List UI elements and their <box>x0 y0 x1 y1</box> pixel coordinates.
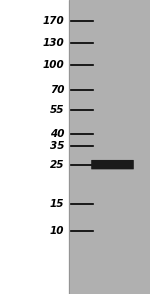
Text: 10: 10 <box>50 226 64 236</box>
Text: 130: 130 <box>43 38 64 48</box>
FancyBboxPatch shape <box>91 160 134 169</box>
Bar <box>0 0 69 294</box>
Text: 55: 55 <box>50 105 64 115</box>
Text: 100: 100 <box>43 60 64 70</box>
Bar <box>69 0 150 294</box>
Text: 70: 70 <box>50 85 64 95</box>
Text: 170: 170 <box>43 16 64 26</box>
Text: 35: 35 <box>50 141 64 151</box>
Text: 15: 15 <box>50 199 64 209</box>
Text: 25: 25 <box>50 160 64 170</box>
Text: 40: 40 <box>50 129 64 139</box>
